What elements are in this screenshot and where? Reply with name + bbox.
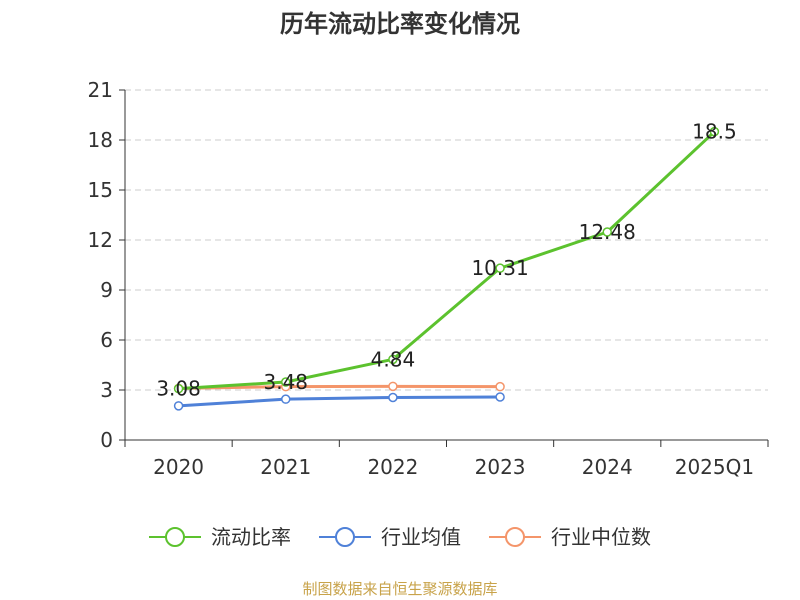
y-tick-label: 12 xyxy=(88,228,113,252)
grid-lines xyxy=(125,89,768,391)
legend-marker xyxy=(165,527,185,547)
y-tick-label: 15 xyxy=(88,178,113,202)
data-point xyxy=(281,377,291,387)
data-point xyxy=(709,126,720,137)
data-labels: 3.08 3.48 4.84 10.31 12.48 18.5 xyxy=(156,120,736,401)
legend-label: 行业中位数 xyxy=(551,525,651,549)
x-tick-label: 2025Q1 xyxy=(675,455,754,479)
series-line xyxy=(178,395,501,408)
data-point xyxy=(173,401,184,411)
legend: 流动比率 行业均值 行业中位数 xyxy=(149,525,651,549)
data-point xyxy=(388,392,398,403)
data-point xyxy=(495,263,505,273)
data-label: 3.08 xyxy=(156,377,201,401)
data-point xyxy=(602,227,612,237)
x-tick-label: 2020 xyxy=(153,455,204,479)
y-tick-label: 3 xyxy=(100,378,113,402)
legend-label: 行业均值 xyxy=(381,525,461,549)
series-line xyxy=(178,130,716,391)
x-tick-label: 2022 xyxy=(367,455,418,479)
axes: 0 3 6 9 12 15 18 21 2020 2021 2022 2023 2024 2025Q1 xyxy=(88,78,769,479)
data-label: 3.48 xyxy=(263,370,308,394)
y-tick-label: 0 xyxy=(100,428,113,452)
series-line xyxy=(178,384,501,390)
y-tick-label: 21 xyxy=(88,78,113,102)
source-note: 制图数据来自恒生聚源数据库 xyxy=(302,580,498,598)
data-point xyxy=(173,383,184,394)
data-label: 12.48 xyxy=(579,220,636,244)
data-point xyxy=(495,381,505,392)
data-point xyxy=(495,392,505,402)
data-point xyxy=(388,381,398,392)
legend-label: 流动比率 xyxy=(211,525,291,549)
data-point xyxy=(388,354,398,365)
data-label: 10.31 xyxy=(471,256,528,280)
legend-marker xyxy=(335,527,355,547)
data-label: 4.84 xyxy=(371,347,416,371)
y-tick-label: 6 xyxy=(100,328,113,352)
x-tick-label: 2024 xyxy=(582,455,633,479)
data-point xyxy=(281,394,291,404)
series-lines xyxy=(173,126,720,411)
legend-marker xyxy=(505,527,525,547)
data-label: 18.5 xyxy=(692,120,737,144)
x-tick-label: 2023 xyxy=(475,455,526,479)
y-tick-label: 9 xyxy=(100,278,113,302)
chart-title: 历年流动比率变化情况 xyxy=(280,10,520,38)
y-tick-label: 18 xyxy=(88,128,113,152)
x-tick-label: 2021 xyxy=(260,455,311,479)
